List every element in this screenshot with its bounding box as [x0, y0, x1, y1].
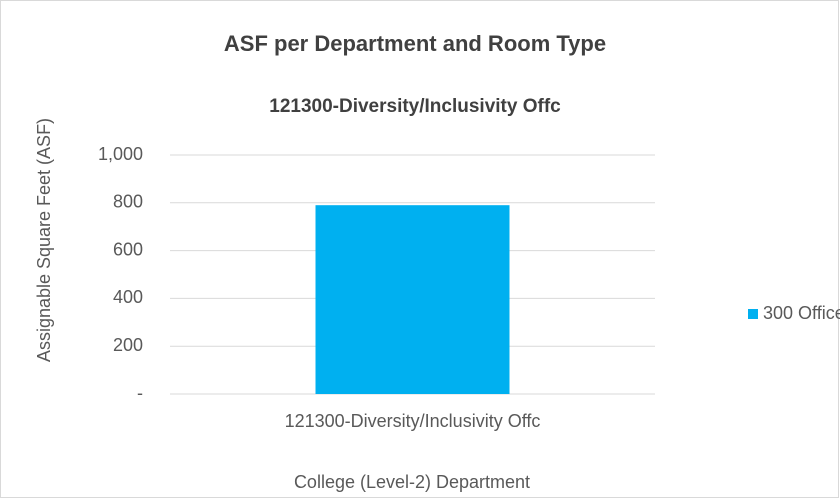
y-axis-label: Assignable Square Feet (ASF) [34, 118, 54, 362]
x-tick-label: 121300-Diversity/Inclusivity Offc [285, 411, 541, 431]
y-tick-label: 200 [113, 335, 143, 355]
y-tick-label: 600 [113, 239, 143, 259]
y-tick-label: 400 [113, 287, 143, 307]
chart-subtitle: 121300-Diversity/Inclusivity Offc [269, 96, 561, 117]
x-axis-label: College (Level-2) Department [294, 472, 530, 492]
y-tick-label: 800 [113, 192, 143, 212]
legend-label: 300 Office [763, 303, 840, 323]
chart-title: ASF per Department and Room Type [224, 31, 606, 56]
y-tick-label: 1,000 [98, 144, 143, 164]
legend-swatch [748, 309, 758, 319]
bar [315, 205, 510, 394]
y-tick-label: - [137, 383, 143, 403]
